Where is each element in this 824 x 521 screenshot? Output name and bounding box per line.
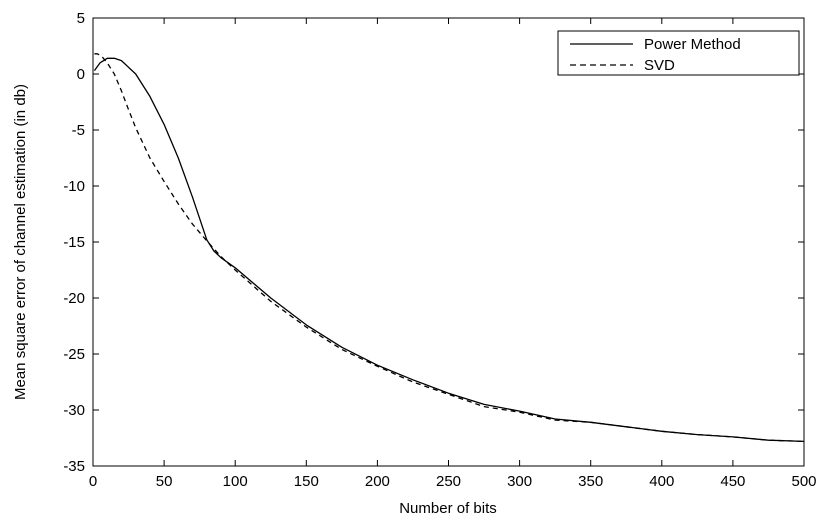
- y-tick-label: -30: [63, 402, 85, 419]
- legend-label-power-method: Power Method: [644, 36, 741, 53]
- legend: Power Method SVD: [557, 30, 800, 76]
- x-tick-label: 150: [294, 473, 319, 490]
- y-tick-label: -25: [63, 346, 85, 363]
- series-group: [93, 53, 805, 443]
- plot-area: [92, 17, 805, 467]
- y-tick-label: -35: [63, 458, 85, 475]
- legend-box: [557, 30, 800, 76]
- y-tick-label: -10: [63, 178, 85, 195]
- x-tick-label: 100: [223, 473, 248, 490]
- y-tick-label: -5: [72, 122, 85, 139]
- x-tick-label: 0: [89, 473, 97, 490]
- series-line-svd: [94, 53, 805, 443]
- y-tick-label: -15: [63, 234, 85, 251]
- y-axis-label: Mean square error of channel estimation …: [12, 84, 29, 400]
- legend-label-svd: SVD: [644, 57, 675, 74]
- x-tick-label: 450: [720, 473, 745, 490]
- x-tick-label: 50: [156, 473, 173, 490]
- axis-ticks: 0 50 100 150 200 250 300 350 400 450 50050-5-10-15…: [63, 10, 816, 490]
- series-line-power-method: [93, 57, 805, 443]
- x-axis-label: Number of bits: [399, 500, 497, 517]
- x-tick-label: 350: [578, 473, 603, 490]
- x-tick-label: 250: [436, 473, 461, 490]
- x-tick-label: 300: [507, 473, 532, 490]
- x-tick-label: 400: [649, 473, 674, 490]
- y-tick-label: 0: [77, 66, 85, 83]
- x-tick-label: 200: [365, 473, 390, 490]
- x-tick-label: 500: [791, 473, 816, 490]
- y-tick-label: 5: [77, 10, 85, 27]
- y-tick-label: -20: [63, 290, 85, 307]
